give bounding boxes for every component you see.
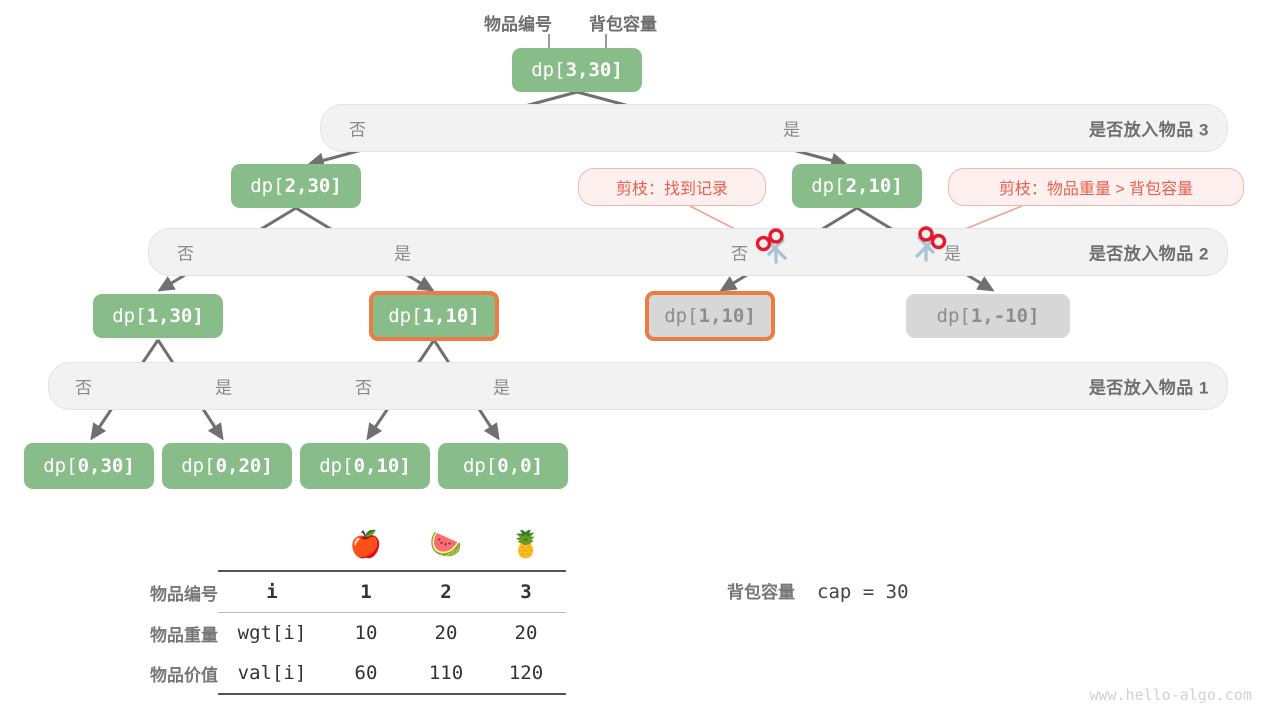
node-key: dp[ [250, 175, 285, 197]
tree-node-dp-1-30[interactable]: dp[1,30] [93, 294, 223, 338]
node-key: dp[ [319, 455, 354, 477]
branch-label-no-2b: 否 [731, 244, 748, 264]
branch-label-no-1a: 否 [75, 378, 92, 398]
row-label-weight: 物品重量 [150, 625, 218, 645]
node-key: dp[ [462, 455, 498, 477]
cell-weight-1: 10 [326, 612, 406, 653]
cell-index-name: i [218, 570, 326, 613]
row-label-value: 物品价值 [150, 665, 218, 685]
band-title-2: 是否放入物品 2 [1088, 244, 1209, 264]
capacity-note-label: 背包容量 [727, 583, 795, 602]
tree-node-dp-2-10[interactable]: dp[2,10] [792, 164, 922, 208]
node-key: dp[ [811, 175, 846, 197]
callout-text: 剪枝：物品重量 > 背包容量 [998, 181, 1194, 198]
table-row-value: 物品价值 val[i] 60 110 120 [150, 653, 566, 695]
cell-value-2: 110 [406, 653, 486, 695]
cell-weight-2: 20 [406, 612, 486, 653]
branch-label-yes-1a: 是 [215, 378, 232, 398]
node-value: 1,10] [698, 305, 756, 327]
node-value: 0,0] [497, 455, 544, 477]
cell-index-2: 2 [406, 570, 486, 613]
node-key: dp[ [181, 455, 216, 477]
branch-label-no-3: 否 [349, 120, 366, 140]
node-value: 3,30] [565, 59, 623, 81]
node-key: dp[ [531, 59, 566, 81]
node-value: 1,-10] [970, 305, 1040, 327]
scissors-icon-right [915, 226, 947, 262]
node-key: dp[ [112, 305, 147, 327]
scissors-icon-left [755, 228, 787, 264]
callout-text: 剪枝：找到记录 [615, 181, 728, 198]
branch-label-yes-1b: 是 [493, 378, 510, 398]
branch-label-yes-2b: 是 [944, 244, 961, 264]
node-value: 2,10] [845, 175, 903, 197]
row-label-index: 物品编号 [150, 584, 218, 604]
node-value: 0,30] [77, 455, 135, 477]
callout-found-record: 剪枝：找到记录 [578, 168, 766, 206]
table-row-weight: 物品重量 wgt[i] 10 20 20 [150, 612, 566, 653]
watermark: www.hello-algo.com [1089, 686, 1252, 704]
callout-weight-exceeds-capacity: 剪枝：物品重量 > 背包容量 [948, 168, 1244, 206]
label-bag-capacity: 背包容量 [589, 15, 657, 34]
node-key: dp[ [936, 305, 971, 327]
fruit-icon-watermelon: 🍉 [429, 530, 463, 560]
band-title-1: 是否放入物品 1 [1088, 378, 1209, 398]
cell-value-1: 60 [326, 653, 406, 695]
decision-band-3: 否 是 是否放入物品 3 [320, 104, 1228, 152]
tree-node-dp-2-30[interactable]: dp[2,30] [231, 164, 361, 208]
branch-label-no-2a: 否 [177, 244, 194, 264]
table-row-icons: 🍎 🍉 🍍 [150, 518, 566, 571]
tree-node-dp-1-10-computed[interactable]: dp[1,10] [369, 291, 499, 341]
node-key: dp[ [388, 305, 423, 327]
decision-band-2: 否 是 否 是 是否放入物品 2 [148, 228, 1228, 276]
cell-index-3: 3 [486, 570, 566, 613]
node-value: 0,20] [215, 455, 273, 477]
decision-band-1: 否 是 否 是 是否放入物品 1 [48, 362, 1228, 410]
item-spec-table: 🍎 🍉 🍍 物品编号 i 1 2 3 物品重量 wgt[i] 10 20 20 … [150, 518, 710, 695]
fruit-icon-pineapple: 🍍 [509, 530, 543, 560]
tree-node-dp-0-10[interactable]: dp[0,10] [300, 443, 430, 489]
node-value: 2,30] [284, 175, 342, 197]
node-value: 1,10] [422, 305, 480, 327]
fruit-icon-apple: 🍎 [349, 530, 383, 560]
tree-node-dp-1-10-pruned[interactable]: dp[1,10] [645, 291, 775, 341]
branch-label-yes-2a: 是 [394, 244, 411, 264]
tree-node-dp-0-0[interactable]: dp[0,0] [438, 443, 568, 489]
label-item-index: 物品编号 [484, 15, 552, 34]
tree-node-dp-1-neg10-pruned[interactable]: dp[1,-10] [906, 294, 1070, 338]
node-key: dp[ [664, 305, 699, 327]
band-title-3: 是否放入物品 3 [1088, 120, 1209, 140]
tree-node-dp-0-20[interactable]: dp[0,20] [162, 443, 292, 489]
cell-weight-name: wgt[i] [218, 612, 326, 653]
branch-label-no-1b: 否 [355, 378, 372, 398]
table-row-index: 物品编号 i 1 2 3 [150, 570, 566, 613]
node-value: 0,10] [353, 455, 411, 477]
capacity-note-expression: cap = 30 [817, 581, 909, 603]
branch-label-yes-3: 是 [783, 120, 800, 140]
node-key: dp[ [43, 455, 78, 477]
cell-index-1: 1 [326, 570, 406, 613]
cell-weight-3: 20 [486, 612, 566, 653]
cell-value-3: 120 [486, 653, 566, 695]
capacity-note: 背包容量 cap = 30 [727, 578, 909, 603]
cell-value-name: val[i] [218, 653, 326, 695]
tree-node-dp-0-30[interactable]: dp[0,30] [24, 443, 154, 489]
tree-node-root[interactable]: dp[3,30] [512, 48, 642, 92]
node-value: 1,30] [146, 305, 204, 327]
